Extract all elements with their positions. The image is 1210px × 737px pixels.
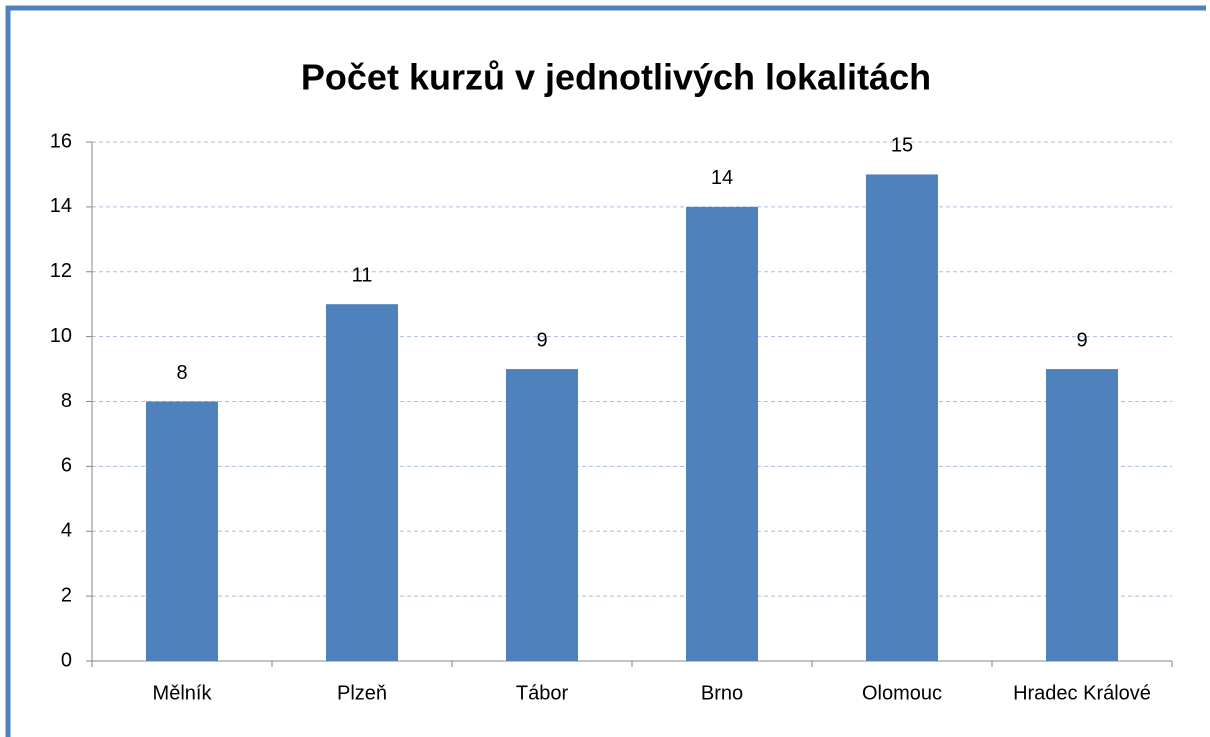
x-tick-label: Plzeň	[337, 682, 387, 704]
data-label: 14	[711, 167, 733, 189]
data-label: 9	[1076, 329, 1087, 351]
y-tick-label: 2	[61, 584, 72, 606]
y-tick-label: 6	[61, 455, 72, 477]
y-tick-label: 12	[50, 260, 72, 282]
x-tick-label: Mělník	[153, 682, 213, 704]
data-label: 15	[891, 135, 913, 157]
x-tick-label: Hradec Králové	[1013, 682, 1151, 704]
bar	[146, 401, 218, 661]
y-tick-label: 10	[50, 325, 72, 347]
x-tick-label: Olomouc	[862, 682, 942, 704]
y-tick-label: 16	[50, 130, 72, 152]
bar	[866, 174, 938, 661]
data-label: 8	[176, 362, 187, 384]
data-label: 11	[352, 264, 373, 286]
x-tick-label: Tábor	[516, 682, 569, 704]
x-tick-label: Brno	[701, 682, 743, 704]
bar	[326, 304, 398, 661]
bar	[1046, 369, 1118, 661]
y-tick-label: 8	[61, 390, 72, 412]
bar	[506, 369, 578, 661]
frame-border	[5, 5, 1206, 737]
chart-title: Počet kurzů v jednotlivých lokalitách	[301, 57, 931, 98]
y-tick-label: 4	[61, 520, 72, 542]
bar	[686, 206, 758, 661]
data-label: 9	[536, 329, 547, 351]
y-tick-label: 14	[50, 195, 72, 217]
y-tick-label: 0	[61, 649, 72, 671]
